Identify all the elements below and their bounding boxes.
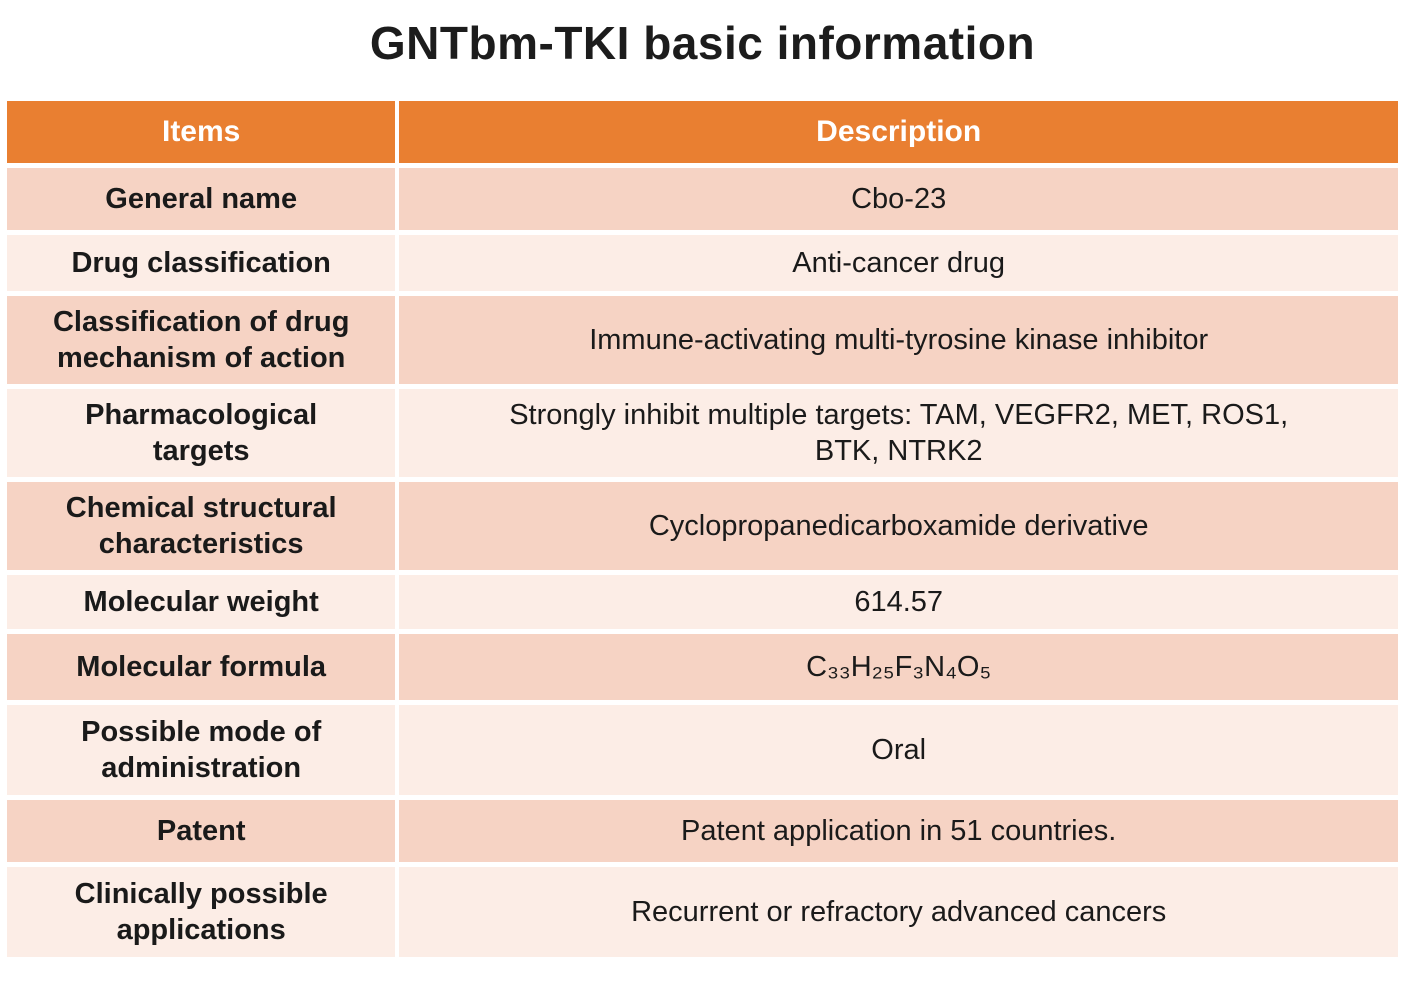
page-title: GNTbm-TKI basic information — [369, 17, 1036, 69]
description-cell: Strongly inhibit multiple targets: TAM, … — [399, 389, 1398, 477]
column-header-items: Items — [7, 101, 396, 163]
item-cell: Clinically possible applications — [7, 867, 396, 957]
table-row-drug-classification: Drug classification Anti-cancer drug — [7, 235, 1398, 291]
table-header-row: Items Description — [7, 101, 1398, 163]
item-cell: Patent — [7, 800, 396, 862]
item-cell: Drug classification — [7, 235, 396, 291]
description-cell: Immune-activating multi-tyrosine kinase … — [399, 296, 1398, 384]
table-row-administration-mode: Possible mode of administration Oral — [7, 705, 1398, 795]
table-row-clinical-applications: Clinically possible applications Recurre… — [7, 867, 1398, 957]
description-cell: Cyclopropanedicarboxamide derivative — [399, 482, 1398, 570]
item-cell: Pharmacological targets — [7, 389, 396, 477]
description-cell: Patent application in 51 countries. — [399, 800, 1398, 862]
basic-information-table: Items Description General name Cbo-23 Dr… — [3, 96, 1402, 962]
description-cell: Cbo-23 — [399, 168, 1398, 230]
item-cell: Classification of drug mechanism of acti… — [7, 296, 396, 384]
item-cell: General name — [7, 168, 396, 230]
item-cell: Chemical structural characteristics — [7, 482, 396, 570]
table-row-patent: Patent Patent application in 51 countrie… — [7, 800, 1398, 862]
column-header-description: Description — [399, 101, 1398, 163]
description-cell: 614.57 — [399, 575, 1398, 629]
item-cell: Molecular weight — [7, 575, 396, 629]
table-row-molecular-formula: Molecular formula C₃₃H₂₅F₃N₄O₅ — [7, 634, 1398, 700]
table-row-general-name: General name Cbo-23 — [7, 168, 1398, 230]
table-row-mechanism-classification: Classification of drug mechanism of acti… — [7, 296, 1398, 384]
item-cell: Molecular formula — [7, 634, 396, 700]
item-cell: Possible mode of administration — [7, 705, 396, 795]
table-row-pharmacological-targets: Pharmacological targets Strongly inhibit… — [7, 389, 1398, 477]
description-cell: Recurrent or refractory advanced cancers — [399, 867, 1398, 957]
table-row-molecular-weight: Molecular weight 614.57 — [7, 575, 1398, 629]
description-cell: Anti-cancer drug — [399, 235, 1398, 291]
table-row-chemical-structure: Chemical structural characteristics Cycl… — [7, 482, 1398, 570]
description-cell: Oral — [399, 705, 1398, 795]
description-cell: C₃₃H₂₅F₃N₄O₅ — [399, 634, 1398, 700]
